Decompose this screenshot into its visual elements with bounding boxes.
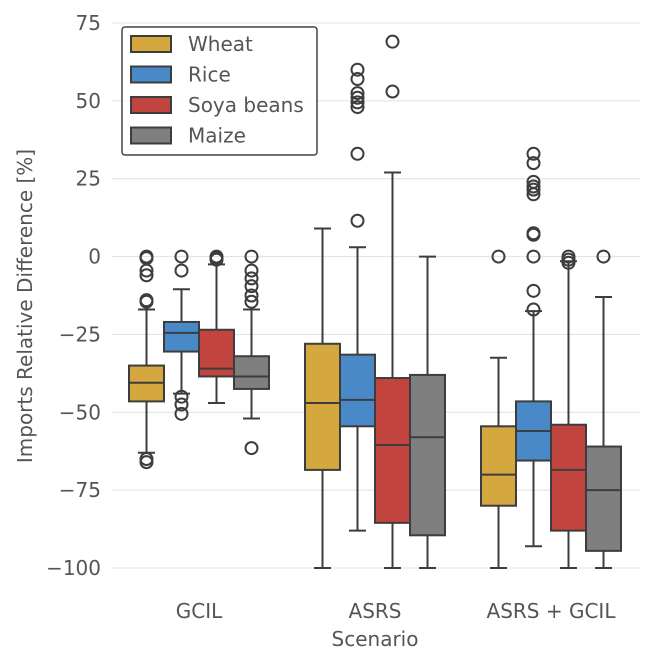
box-iqr <box>304 342 341 471</box>
box-iqr <box>550 423 587 532</box>
outlier-point <box>526 283 541 298</box>
outlier-point <box>244 294 259 309</box>
outlier-point <box>561 249 576 264</box>
legend-item: Soya beans <box>130 93 304 117</box>
x-tick-label: ASRS + GCIL <box>487 599 617 623</box>
outlier-point <box>174 397 189 412</box>
legend-item: Maize <box>130 124 246 148</box>
y-tick-label: −50 <box>59 400 101 424</box>
outlier-point <box>244 279 259 294</box>
legend-swatch <box>130 35 172 53</box>
box-wheat-3 <box>480 249 517 569</box>
box-rice-1 <box>163 249 200 421</box>
outlier-point <box>174 263 189 278</box>
outlier-point <box>139 455 154 470</box>
outlier-point <box>350 90 365 105</box>
y-tick-label: −100 <box>46 556 101 580</box>
outlier-point <box>526 302 541 317</box>
box-iqr <box>374 377 411 524</box>
box-groups <box>128 34 622 569</box>
y-tick-label: 50 <box>76 89 101 113</box>
outlier-point <box>385 34 400 49</box>
y-tick-label: −25 <box>59 322 101 346</box>
x-tick-label: GCIL <box>176 599 223 623</box>
legend-swatch <box>130 65 172 84</box>
legend-item: Wheat <box>130 32 253 56</box>
x-tick-label: ASRS <box>349 599 402 623</box>
box-iqr <box>409 373 446 537</box>
outlier-point <box>139 268 154 283</box>
outlier-point <box>526 146 541 161</box>
outlier-point <box>350 72 365 87</box>
outlier-point <box>526 249 541 264</box>
box-soya-beans-1 <box>198 249 235 404</box>
legend-label: Maize <box>188 124 246 148</box>
outlier-point <box>174 389 189 404</box>
outlier-point <box>350 213 365 228</box>
box-rice-2 <box>339 62 376 532</box>
box-iqr <box>233 355 270 390</box>
outlier-point <box>174 406 189 421</box>
outlier-point <box>244 249 259 264</box>
legend-label: Soya beans <box>188 93 304 117</box>
outlier-point <box>596 249 611 264</box>
legend-swatch <box>130 96 172 114</box>
outlier-point <box>350 62 365 77</box>
outlier-point <box>526 179 541 194</box>
outlier-point <box>350 146 365 161</box>
x-axis: GCIL ASRS ASRS + GCIL <box>176 599 617 623</box>
outlier-point <box>139 249 154 264</box>
box-iqr <box>585 445 622 552</box>
box-iqr <box>163 320 200 353</box>
box-iqr <box>339 353 376 428</box>
box-wheat-1 <box>128 249 165 470</box>
outlier-point <box>526 174 541 189</box>
outlier-point <box>350 95 365 110</box>
y-tick-label: 0 <box>88 245 101 269</box>
outlier-point <box>526 156 541 171</box>
box-soya-beans-3 <box>550 249 587 569</box>
box-maize-1 <box>233 249 270 456</box>
legend: Wheat Rice Soya beans Maize <box>121 26 318 156</box>
outlier-point <box>491 249 506 264</box>
outlier-point <box>174 249 189 264</box>
y-axis-label: Imports Relative Difference [%] <box>13 149 37 463</box>
y-tick-label: −75 <box>59 478 101 502</box>
legend-label: Wheat <box>188 32 253 56</box>
y-tick-label: 75 <box>76 11 101 35</box>
outlier-point <box>139 294 154 309</box>
outlier-point <box>385 84 400 99</box>
legend-item: Rice <box>130 63 231 87</box>
x-axis-label: Scenario <box>332 627 419 651</box>
outlier-point <box>209 249 224 264</box>
box-maize-3 <box>585 249 622 569</box>
legend-swatch <box>130 126 172 145</box>
box-wheat-2 <box>304 227 341 569</box>
box-iqr <box>480 425 517 507</box>
legend-label: Rice <box>188 63 231 87</box>
outlier-point <box>350 100 365 115</box>
outlier-point <box>244 288 259 303</box>
outlier-point <box>244 271 259 286</box>
box-soya-beans-2 <box>374 34 411 569</box>
y-axis: 75 50 25 0 −25 −50 −75 −100 <box>46 11 101 580</box>
box-rice-3 <box>515 146 552 548</box>
outlier-point <box>350 86 365 101</box>
y-tick-label: 25 <box>76 167 101 191</box>
outlier-point <box>244 263 259 278</box>
box-maize-2 <box>409 255 446 569</box>
legend-frame <box>121 26 318 156</box>
outlier-point <box>526 226 541 241</box>
outlier-point <box>244 441 259 456</box>
